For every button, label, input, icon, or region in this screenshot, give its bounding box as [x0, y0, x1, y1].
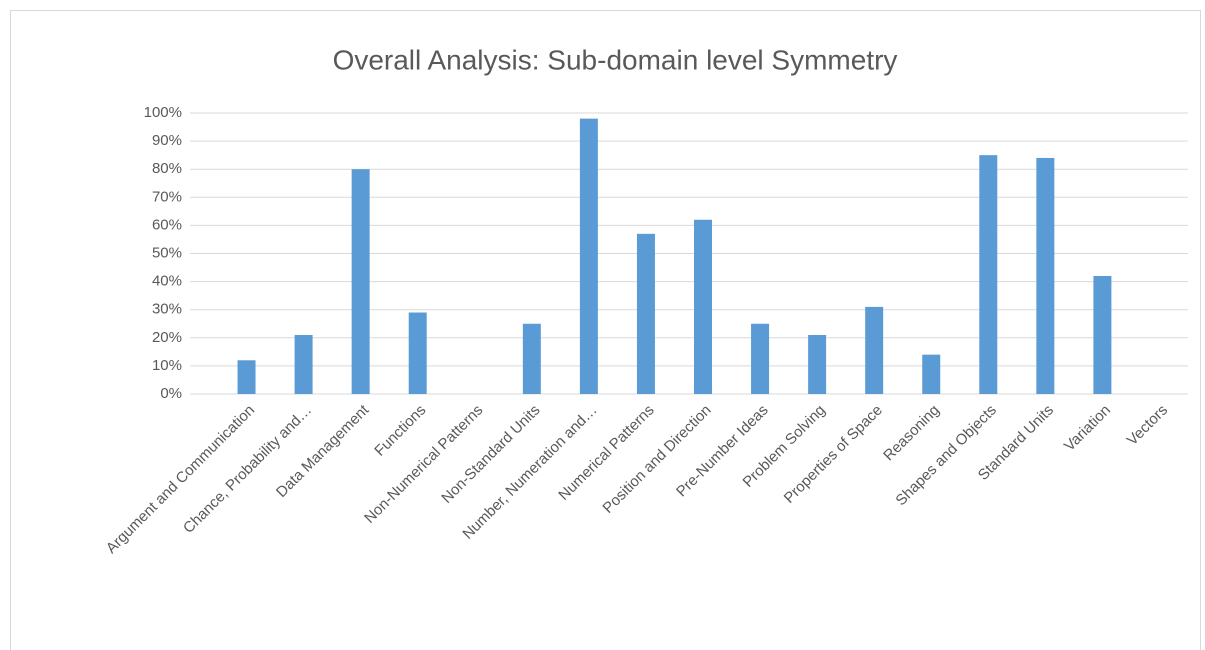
bar — [294, 334, 313, 394]
bar — [351, 169, 370, 394]
bar — [865, 306, 884, 394]
bar — [522, 323, 541, 394]
bar — [1093, 275, 1112, 394]
bar — [636, 233, 655, 394]
y-tick-label: 60% — [152, 216, 182, 233]
bar — [694, 219, 712, 394]
y-tick-label: 80% — [152, 160, 182, 177]
chart-border — [10, 10, 1201, 650]
bar — [751, 323, 770, 394]
y-tick-label: 10% — [152, 357, 182, 374]
y-tick-label: 90% — [152, 132, 182, 149]
bar — [408, 312, 427, 394]
bar — [979, 155, 998, 394]
y-tick-label: 100% — [144, 104, 182, 121]
y-tick-label: 30% — [152, 301, 182, 318]
y-tick-label: 70% — [152, 188, 182, 205]
y-tick-label: 50% — [152, 244, 182, 261]
bar — [808, 334, 827, 394]
bar — [1036, 157, 1055, 394]
bar — [579, 118, 598, 395]
y-tick-label: 0% — [160, 385, 182, 402]
y-tick-label: 20% — [152, 329, 182, 346]
chart-title: Overall Analysis: Sub-domain level Symme… — [333, 44, 898, 75]
bar — [237, 360, 256, 394]
bar — [922, 354, 941, 394]
y-tick-label: 40% — [152, 273, 182, 290]
